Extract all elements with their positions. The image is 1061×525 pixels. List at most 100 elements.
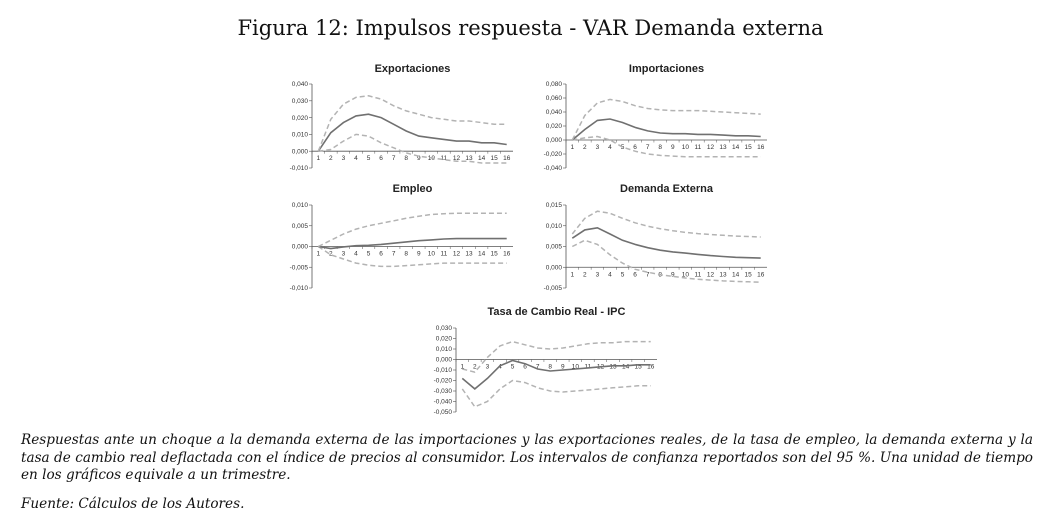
x-tick-label: 7 — [646, 271, 650, 278]
y-tick-label: 0,000 — [436, 357, 453, 364]
y-tick-label: -0,010 — [290, 165, 309, 172]
y-tick-label: 0,010 — [436, 346, 453, 353]
x-tick-label: 14 — [732, 271, 740, 278]
x-tick-label: 9 — [417, 251, 421, 258]
x-tick-label: 6 — [379, 155, 383, 162]
x-tick-label: 14 — [478, 155, 486, 162]
x-tick-label: 2 — [583, 144, 587, 151]
x-tick-label: 14 — [732, 144, 740, 151]
x-tick-label: 13 — [719, 144, 727, 151]
x-tick-label: 5 — [511, 364, 515, 371]
x-tick-label: 14 — [622, 364, 630, 371]
x-tick-label: 15 — [635, 364, 643, 371]
series-line-upper — [571, 98, 761, 141]
x-tick-label: 10 — [572, 364, 580, 371]
y-tick-label: -0,010 — [290, 285, 309, 292]
chart-exportaciones: Exportaciones -0,010 0,000 0,010 0,020 0,030 0… — [290, 63, 513, 172]
y-tick-label: 0,000 — [292, 244, 309, 251]
chart-tasa-de-cambio-real: Tasa de Cambio Real - IPC -0,050 -0,040 -0,… — [434, 306, 657, 416]
figure-title: Figura 12: Impulsos respuesta - VAR Dema… — [237, 16, 824, 40]
y-tick-label: -0,010 — [434, 367, 453, 374]
x-tick-label: 9 — [417, 155, 421, 162]
series-line-upper — [317, 95, 507, 152]
x-tick-label: 3 — [596, 271, 600, 278]
y-tick-label: 0,000 — [546, 137, 563, 144]
y-tick-label: 0,040 — [292, 81, 309, 88]
x-tick-label: 10 — [682, 271, 690, 278]
x-tick-label: 4 — [354, 251, 358, 258]
x-tick-label: 8 — [404, 251, 408, 258]
x-tick-label: 6 — [633, 144, 637, 151]
y-tick-label: 0,020 — [546, 123, 563, 130]
series-line-lower — [318, 133, 507, 164]
x-tick-label: 4 — [354, 155, 358, 162]
x-tick-label: 6 — [379, 251, 383, 258]
x-tick-label: 12 — [453, 155, 461, 162]
chart-title: Exportaciones — [375, 63, 451, 75]
y-tick-label: 0,010 — [546, 223, 563, 230]
x-tick-label: 2 — [583, 271, 587, 278]
x-tick-label: 2 — [473, 364, 477, 371]
x-tick-label: 7 — [536, 364, 540, 371]
x-tick-label: 5 — [367, 155, 371, 162]
x-tick-label: 12 — [707, 144, 715, 151]
y-tick-label: 0,060 — [546, 95, 563, 102]
x-tick-label: 16 — [757, 271, 765, 278]
x-tick-label: 15 — [745, 271, 753, 278]
x-tick-label: 3 — [342, 155, 346, 162]
series-line-lower — [317, 245, 507, 268]
x-tick-label: 8 — [404, 155, 408, 162]
series-line-upper — [317, 212, 507, 248]
x-tick-label: 10 — [428, 251, 436, 258]
y-tick-label: 0,020 — [292, 115, 309, 122]
y-tick-label: -0,030 — [434, 388, 453, 395]
x-tick-label: 11 — [441, 155, 448, 162]
series-line-response — [317, 113, 507, 152]
x-tick-label: 1 — [570, 144, 574, 151]
x-tick-label: 1 — [316, 155, 320, 162]
x-tick-label: 13 — [719, 271, 727, 278]
chart-importaciones: Importaciones -0,040 -0,020 0,000 0,020 0,040… — [544, 63, 767, 172]
y-tick-label: 0,005 — [546, 244, 563, 251]
x-tick-label: 1 — [460, 364, 464, 371]
x-tick-label: 5 — [621, 144, 625, 151]
x-tick-label: 1 — [570, 271, 574, 278]
y-tick-label: 0,030 — [292, 98, 309, 105]
chart-title: Importaciones — [629, 63, 704, 75]
x-tick-label: 4 — [498, 364, 502, 371]
series-line-response — [461, 359, 651, 390]
x-tick-label: 9 — [671, 271, 675, 278]
chart-title: Demanda Externa — [620, 183, 714, 195]
x-tick-label: 2 — [329, 155, 333, 162]
x-tick-label: 11 — [695, 271, 702, 278]
chart-demanda-externa: Demanda Externa -0,005 0,000 0,005 0,010 0,01… — [544, 183, 767, 292]
x-tick-label: 7 — [392, 251, 396, 258]
x-tick-label: 8 — [658, 144, 662, 151]
x-tick-label: 13 — [465, 155, 473, 162]
x-tick-label: 11 — [441, 251, 448, 258]
x-tick-label: 5 — [621, 271, 625, 278]
x-tick-label: 15 — [745, 144, 753, 151]
x-tick-label: 7 — [646, 144, 650, 151]
y-tick-label: 0,010 — [292, 202, 309, 209]
x-tick-label: 6 — [633, 271, 637, 278]
x-tick-label: 13 — [609, 364, 617, 371]
y-tick-label: 0,080 — [546, 81, 563, 88]
x-tick-label: 12 — [453, 251, 461, 258]
x-tick-label: 16 — [757, 144, 765, 151]
y-tick-label: 0,030 — [436, 325, 453, 332]
x-tick-label: 10 — [682, 144, 690, 151]
series-line-response — [571, 226, 761, 259]
x-tick-label: 8 — [548, 364, 552, 371]
x-tick-label: 11 — [585, 364, 592, 371]
x-tick-label: 4 — [608, 271, 612, 278]
y-tick-label: -0,040 — [544, 165, 563, 172]
series-line-lower — [571, 239, 761, 283]
y-tick-label: 0,010 — [292, 132, 309, 139]
y-tick-label: 0,015 — [546, 202, 563, 209]
y-tick-label: -0,005 — [544, 285, 563, 292]
x-tick-label: 12 — [707, 271, 715, 278]
x-tick-label: 16 — [503, 155, 511, 162]
x-tick-label: 13 — [465, 251, 473, 258]
